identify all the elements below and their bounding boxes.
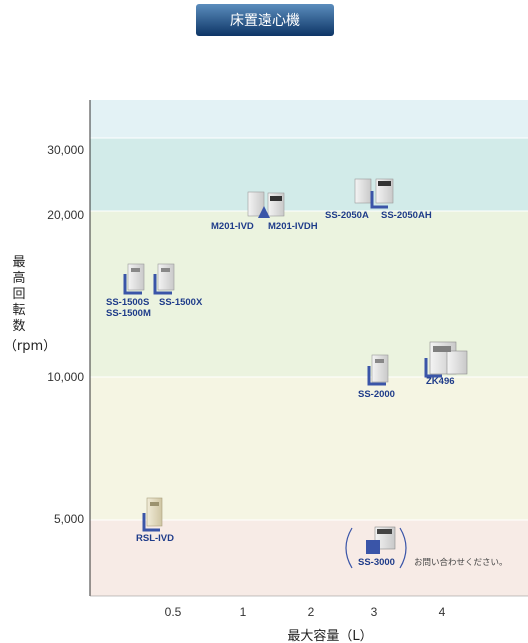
product-image-ss-1500s xyxy=(123,263,145,295)
y-axis-title-char: 高 xyxy=(12,270,25,286)
data-label-zk496: ZK496 xyxy=(426,376,455,387)
data-label-ss-3000: SS-3000 xyxy=(358,557,395,568)
plot-band xyxy=(90,100,528,138)
plot-band xyxy=(90,377,528,520)
data-label-m201-ivd: M201-IVD xyxy=(211,221,254,232)
x-tick-labels: 0.5 1 2 3 4 xyxy=(165,605,446,619)
plot-bands xyxy=(90,100,528,596)
title-badge: 床置遠心機 xyxy=(196,4,334,36)
product-image-ss-3000 xyxy=(345,526,407,569)
product-image-rsl-ivd xyxy=(142,497,163,532)
y-axis-unit: （rpm） xyxy=(4,339,56,354)
y-tick-label: 5,000 xyxy=(54,512,84,526)
x-tick-label: 2 xyxy=(308,605,315,619)
data-label-rsl-ivd: RSL-IVD xyxy=(136,533,174,544)
x-tick-label: 3 xyxy=(371,605,378,619)
chart-title: 床置遠心機 xyxy=(230,13,300,29)
plot-band xyxy=(90,520,528,596)
y-tick-label: 30,000 xyxy=(47,143,84,157)
y-axis-title-char: 転 xyxy=(12,303,25,318)
y-tick-labels: 30,000 20,000 10,000 5,000 xyxy=(47,143,84,526)
product-labels: SS-1500S SS-1500M SS-1500X M201-IVD M201… xyxy=(106,210,508,568)
data-label-ss-1500m: SS-1500M xyxy=(106,308,151,319)
y-axis-title-char: 最 xyxy=(12,255,25,270)
inquiry-note: お問い合わせください。 xyxy=(414,557,508,568)
y-axis-title-char: 回 xyxy=(12,287,25,302)
product-markers xyxy=(123,178,468,569)
x-tick-label: 1 xyxy=(240,605,247,619)
data-label-ss-1500s: SS-1500S xyxy=(106,297,149,308)
product-image-ss-2050 xyxy=(354,178,394,209)
data-label-ss-2000: SS-2000 xyxy=(358,389,395,400)
title-badge-background xyxy=(196,4,334,36)
x-tick-label: 4 xyxy=(439,605,446,619)
product-image-ss-1500x xyxy=(153,263,175,295)
y-tick-label: 20,000 xyxy=(47,208,84,222)
product-image-m201 xyxy=(247,191,285,218)
product-image-ss-2000 xyxy=(367,354,389,386)
plot-band xyxy=(90,138,528,211)
x-axis-title: 最大容量（L） xyxy=(287,628,372,643)
data-label-m201-ivdh: M201-IVDH xyxy=(268,221,318,232)
data-label-ss-2050ah: SS-2050AH xyxy=(381,210,432,221)
y-axis-title: 最 高 回 転 数 （rpm） xyxy=(4,255,56,354)
data-label-ss-1500x: SS-1500X xyxy=(159,297,203,308)
y-axis-title-char: 数 xyxy=(12,319,25,334)
data-label-ss-2050a: SS-2050A xyxy=(325,210,369,221)
product-image-zk496 xyxy=(424,341,468,378)
y-tick-label: 10,000 xyxy=(47,370,84,384)
x-tick-label: 0.5 xyxy=(165,605,182,619)
